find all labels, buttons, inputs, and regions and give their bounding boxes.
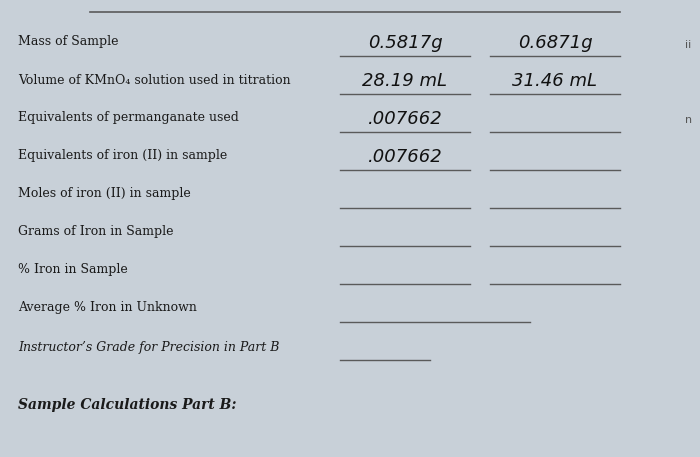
Text: Average % Iron in Unknown: Average % Iron in Unknown (18, 302, 197, 314)
Text: .007662: .007662 (368, 110, 442, 128)
Text: 31.46 mL: 31.46 mL (512, 72, 598, 90)
Text: 28.19 mL: 28.19 mL (363, 72, 447, 90)
Text: 0.6871g: 0.6871g (518, 34, 592, 52)
Text: Grams of Iron in Sample: Grams of Iron in Sample (18, 225, 174, 239)
Text: Moles of iron (II) in sample: Moles of iron (II) in sample (18, 187, 190, 201)
Text: .007662: .007662 (368, 148, 442, 166)
Text: 0.5817g: 0.5817g (368, 34, 442, 52)
Text: Instructor’s Grade for Precision in Part B: Instructor’s Grade for Precision in Part… (18, 341, 279, 355)
Text: Equivalents of permanganate used: Equivalents of permanganate used (18, 112, 239, 124)
Text: Sample Calculations Part B:: Sample Calculations Part B: (18, 398, 237, 412)
Text: Volume of KMnO₄ solution used in titration: Volume of KMnO₄ solution used in titrati… (18, 74, 290, 86)
Text: Mass of Sample: Mass of Sample (18, 36, 118, 48)
Text: ii: ii (685, 40, 692, 50)
Text: n: n (685, 115, 692, 125)
Text: % Iron in Sample: % Iron in Sample (18, 264, 127, 276)
Text: Equivalents of iron (II) in sample: Equivalents of iron (II) in sample (18, 149, 227, 163)
